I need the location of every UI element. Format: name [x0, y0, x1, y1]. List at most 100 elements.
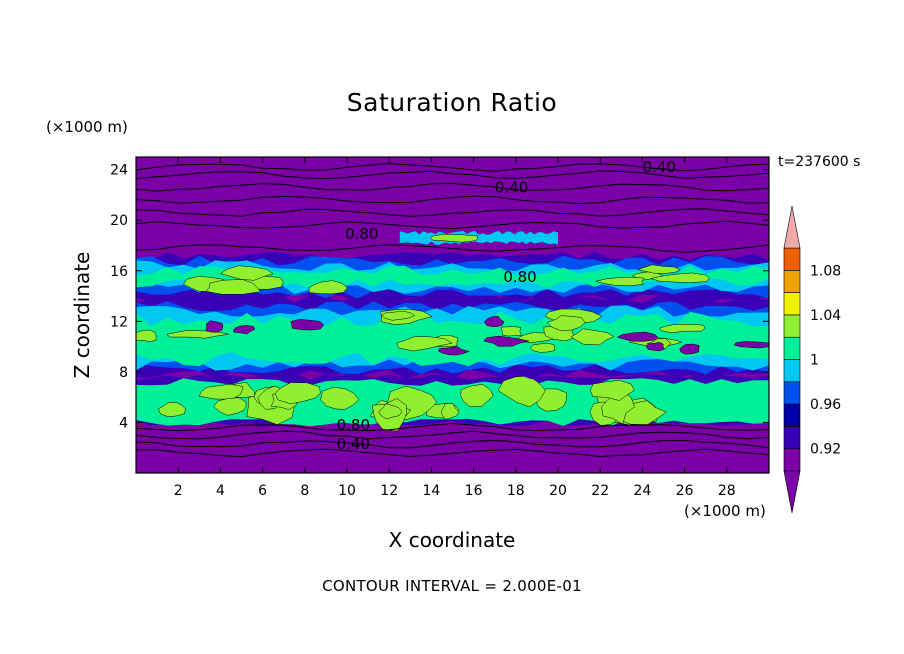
middle-layer-dry-pocket	[733, 341, 769, 349]
middle-layer-dry-pocket	[616, 331, 659, 342]
middle-layer-dry-pocket	[483, 335, 530, 347]
high-moist-patch	[430, 234, 478, 243]
middle-layer-patch	[659, 323, 706, 334]
colorbar-segment	[783, 314, 801, 338]
middle-layer-dry-pocket	[645, 341, 665, 352]
middle-layer-patch	[136, 329, 157, 343]
x-tick-label: 10	[338, 483, 356, 499]
contour-label: 0.40	[495, 178, 528, 196]
lower-layer-patch	[590, 380, 635, 401]
x-tick-label: 24	[633, 483, 651, 499]
upper-layer-patch	[205, 279, 262, 295]
contour-line	[136, 170, 769, 180]
contour-line	[136, 422, 769, 432]
colorbar-tick-label: 1.04	[810, 308, 841, 324]
lower-layer-patch	[378, 403, 403, 420]
time-label: t=237600 s	[778, 154, 861, 170]
upper-layer-patch	[595, 276, 645, 287]
upper-layer-patch	[308, 280, 348, 295]
lower-layer-patch	[440, 403, 460, 420]
x-tick-label: 22	[591, 483, 609, 499]
contour-line	[136, 162, 769, 172]
colorbar-segment	[783, 292, 801, 316]
colorbar-segment	[783, 336, 801, 360]
contour-line	[136, 208, 769, 217]
colorbar-tick-label: 0.96	[810, 397, 841, 413]
x-axis-unit: (×1000 m)	[684, 502, 766, 520]
colorbar-segment	[783, 269, 801, 293]
colorbar-tick-label: 0.92	[810, 442, 841, 458]
upper-layer-patch	[220, 265, 274, 281]
contour-line	[136, 195, 769, 205]
x-tick-label: 4	[216, 483, 225, 499]
x-tick-label: 6	[258, 483, 267, 499]
high-moist-streak	[399, 231, 558, 245]
middle-layer-patch	[500, 326, 522, 337]
y-tick-label: 8	[119, 365, 128, 381]
middle-layer-dry-pocket	[233, 325, 256, 335]
x-tick-label: 2	[174, 483, 183, 499]
chart-title: Saturation Ratio	[346, 88, 558, 117]
middle-layer-dry-pocket	[290, 319, 325, 331]
contour-label: 0.40	[643, 158, 676, 176]
upper-layer-core	[136, 265, 769, 289]
plot-frame	[135, 156, 770, 474]
colorbar-extend-max	[783, 205, 801, 249]
x-tick-label: 16	[465, 483, 483, 499]
x-tick-label: 26	[676, 483, 694, 499]
x-tick-label: 28	[718, 483, 736, 499]
y-tick-label: 24	[110, 163, 128, 179]
x-tick-label: 8	[300, 483, 309, 499]
upper-layer-patch	[636, 264, 681, 274]
y-tick-label: 4	[119, 415, 128, 431]
contour-line	[136, 220, 769, 230]
lower-layer-patch	[213, 397, 247, 416]
contour-line	[136, 244, 769, 253]
colorbar-tick-label: 1	[810, 353, 819, 369]
colorbar-segment	[783, 381, 801, 405]
middle-layer-patch	[546, 315, 586, 331]
contour-line	[136, 182, 769, 192]
contour-label: 0.40	[337, 435, 370, 453]
colorbar-segment	[783, 359, 801, 383]
contour-line	[136, 439, 769, 449]
colorbar: 0.92 0.96 1 1.04 1.08	[783, 205, 841, 514]
plot-area: 0.400.400.800.800.800.40	[136, 157, 769, 473]
x-tick-label: 18	[507, 483, 525, 499]
colorbar-segment	[783, 403, 801, 427]
y-tick-label: 12	[110, 314, 128, 330]
x-tick-label: 14	[422, 483, 440, 499]
middle-layer-dry-pocket	[205, 320, 224, 333]
lower-layer-patch	[157, 402, 186, 417]
upper-layer-patch	[649, 272, 710, 283]
y-axis-unit: (×1000 m)	[46, 118, 128, 136]
contour-label: 0.80	[337, 416, 370, 434]
x-axis-label: X coordinate	[388, 528, 516, 552]
x-tick-label: 12	[380, 483, 398, 499]
middle-layer-patch	[396, 336, 453, 352]
contour-line	[136, 430, 769, 440]
y-tick-label: 16	[110, 264, 128, 280]
y-tick-label: 20	[110, 213, 128, 229]
colorbar-segment	[783, 247, 801, 271]
colorbar-segment	[783, 448, 801, 472]
middle-layer-dry-pocket	[679, 343, 700, 355]
contour-label: 0.80	[503, 268, 536, 286]
contour-interval-note: CONTOUR INTERVAL = 2.000E-01	[322, 577, 582, 595]
lower-layer-patch	[274, 382, 321, 405]
middle-layer-dry-pocket	[483, 315, 505, 327]
middle-layer-dry-pocket	[438, 346, 471, 356]
colorbar-extend-min	[783, 470, 801, 514]
colorbar-segment	[783, 426, 801, 449]
middle-layer-patch	[381, 310, 416, 321]
lower-layer-patch	[198, 383, 244, 400]
x-tick-label: 20	[549, 483, 567, 499]
middle-layer-patch	[530, 342, 555, 353]
lower-layer-patch	[460, 383, 494, 407]
middle-layer-patch	[570, 328, 615, 346]
colorbar-tick-label: 1.08	[810, 263, 841, 279]
contour-line	[136, 448, 769, 458]
contour-label: 0.80	[345, 225, 378, 243]
